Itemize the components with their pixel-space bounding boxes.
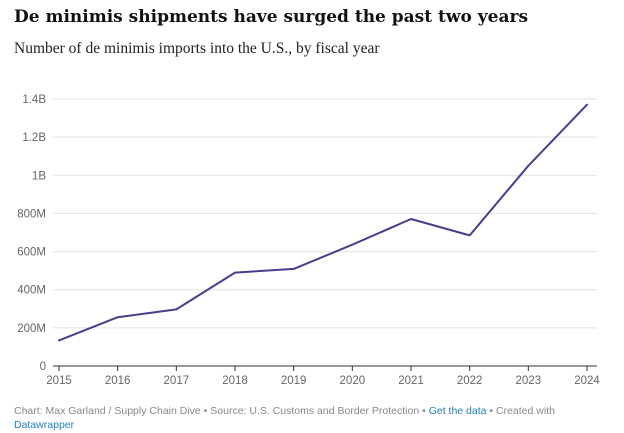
data-point[interactable] xyxy=(174,307,179,312)
data-point[interactable] xyxy=(115,315,120,320)
y-tick-label: 1B xyxy=(32,170,46,182)
y-tick-label: 400M xyxy=(17,285,46,297)
data-point[interactable] xyxy=(409,216,414,221)
data-point[interactable] xyxy=(585,102,590,107)
x-tick-label: 2021 xyxy=(398,375,424,387)
footer-credit: Chart: Max Garland / Supply Chain Dive •… xyxy=(14,405,429,417)
y-tick-label: 0 xyxy=(40,361,46,373)
data-point[interactable] xyxy=(526,163,531,168)
x-axis-ticks: 2015 2016 2017 2018 2019 2020 2021 2022 2023 2024 xyxy=(46,366,600,387)
x-tick-label: 2016 xyxy=(105,375,131,387)
y-tick-label: 600M xyxy=(17,247,46,259)
series-layer xyxy=(57,102,590,343)
datawrapper-link[interactable]: Datawrapper xyxy=(14,419,75,431)
gridlines xyxy=(53,98,597,367)
series-line xyxy=(58,103,588,342)
x-tick-label: 2015 xyxy=(46,375,72,387)
x-tick-label: 2024 xyxy=(574,375,600,387)
data-point[interactable] xyxy=(233,270,238,275)
get-the-data-link[interactable]: Get the data xyxy=(428,405,487,417)
x-tick-label: 2023 xyxy=(516,375,542,387)
y-tick-label: 1.4B xyxy=(22,94,46,106)
x-tick-label: 2018 xyxy=(222,375,248,387)
x-tick-label: 2019 xyxy=(281,375,307,387)
data-point[interactable] xyxy=(57,338,62,343)
data-point[interactable] xyxy=(467,233,472,238)
y-tick-label: 800M xyxy=(17,208,46,220)
chart-subtitle: Number of de minimis imports into the U.… xyxy=(14,40,380,57)
chart-title: De minimis shipments have surged the pas… xyxy=(14,7,529,27)
x-tick-label: 2022 xyxy=(457,375,483,387)
data-point[interactable] xyxy=(350,242,355,247)
data-point[interactable] xyxy=(291,266,296,271)
x-tick-label: 2020 xyxy=(340,375,366,387)
y-axis-ticks: 0 200M 400M 600M 800M 1B 1.2B 1.4B xyxy=(17,94,46,373)
footer-created-with: • Created with xyxy=(486,405,555,417)
y-tick-label: 1.2B xyxy=(22,132,46,144)
y-tick-label: 200M xyxy=(17,323,46,335)
x-tick-label: 2017 xyxy=(164,375,190,387)
chart-footer: Chart: Max Garland / Supply Chain Dive •… xyxy=(14,404,594,432)
